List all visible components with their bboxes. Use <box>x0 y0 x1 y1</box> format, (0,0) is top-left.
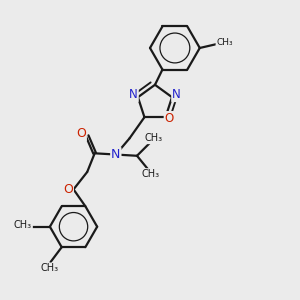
Text: N: N <box>172 88 181 101</box>
Text: CH₃: CH₃ <box>14 220 32 230</box>
Text: O: O <box>165 112 174 125</box>
Text: O: O <box>76 128 86 140</box>
Text: N: N <box>129 88 138 101</box>
Text: CH₃: CH₃ <box>144 134 162 143</box>
Text: CH₃: CH₃ <box>40 263 58 273</box>
Text: CH₃: CH₃ <box>216 38 233 47</box>
Text: CH₃: CH₃ <box>142 169 160 179</box>
Text: N: N <box>111 148 121 161</box>
Text: O: O <box>63 183 73 196</box>
